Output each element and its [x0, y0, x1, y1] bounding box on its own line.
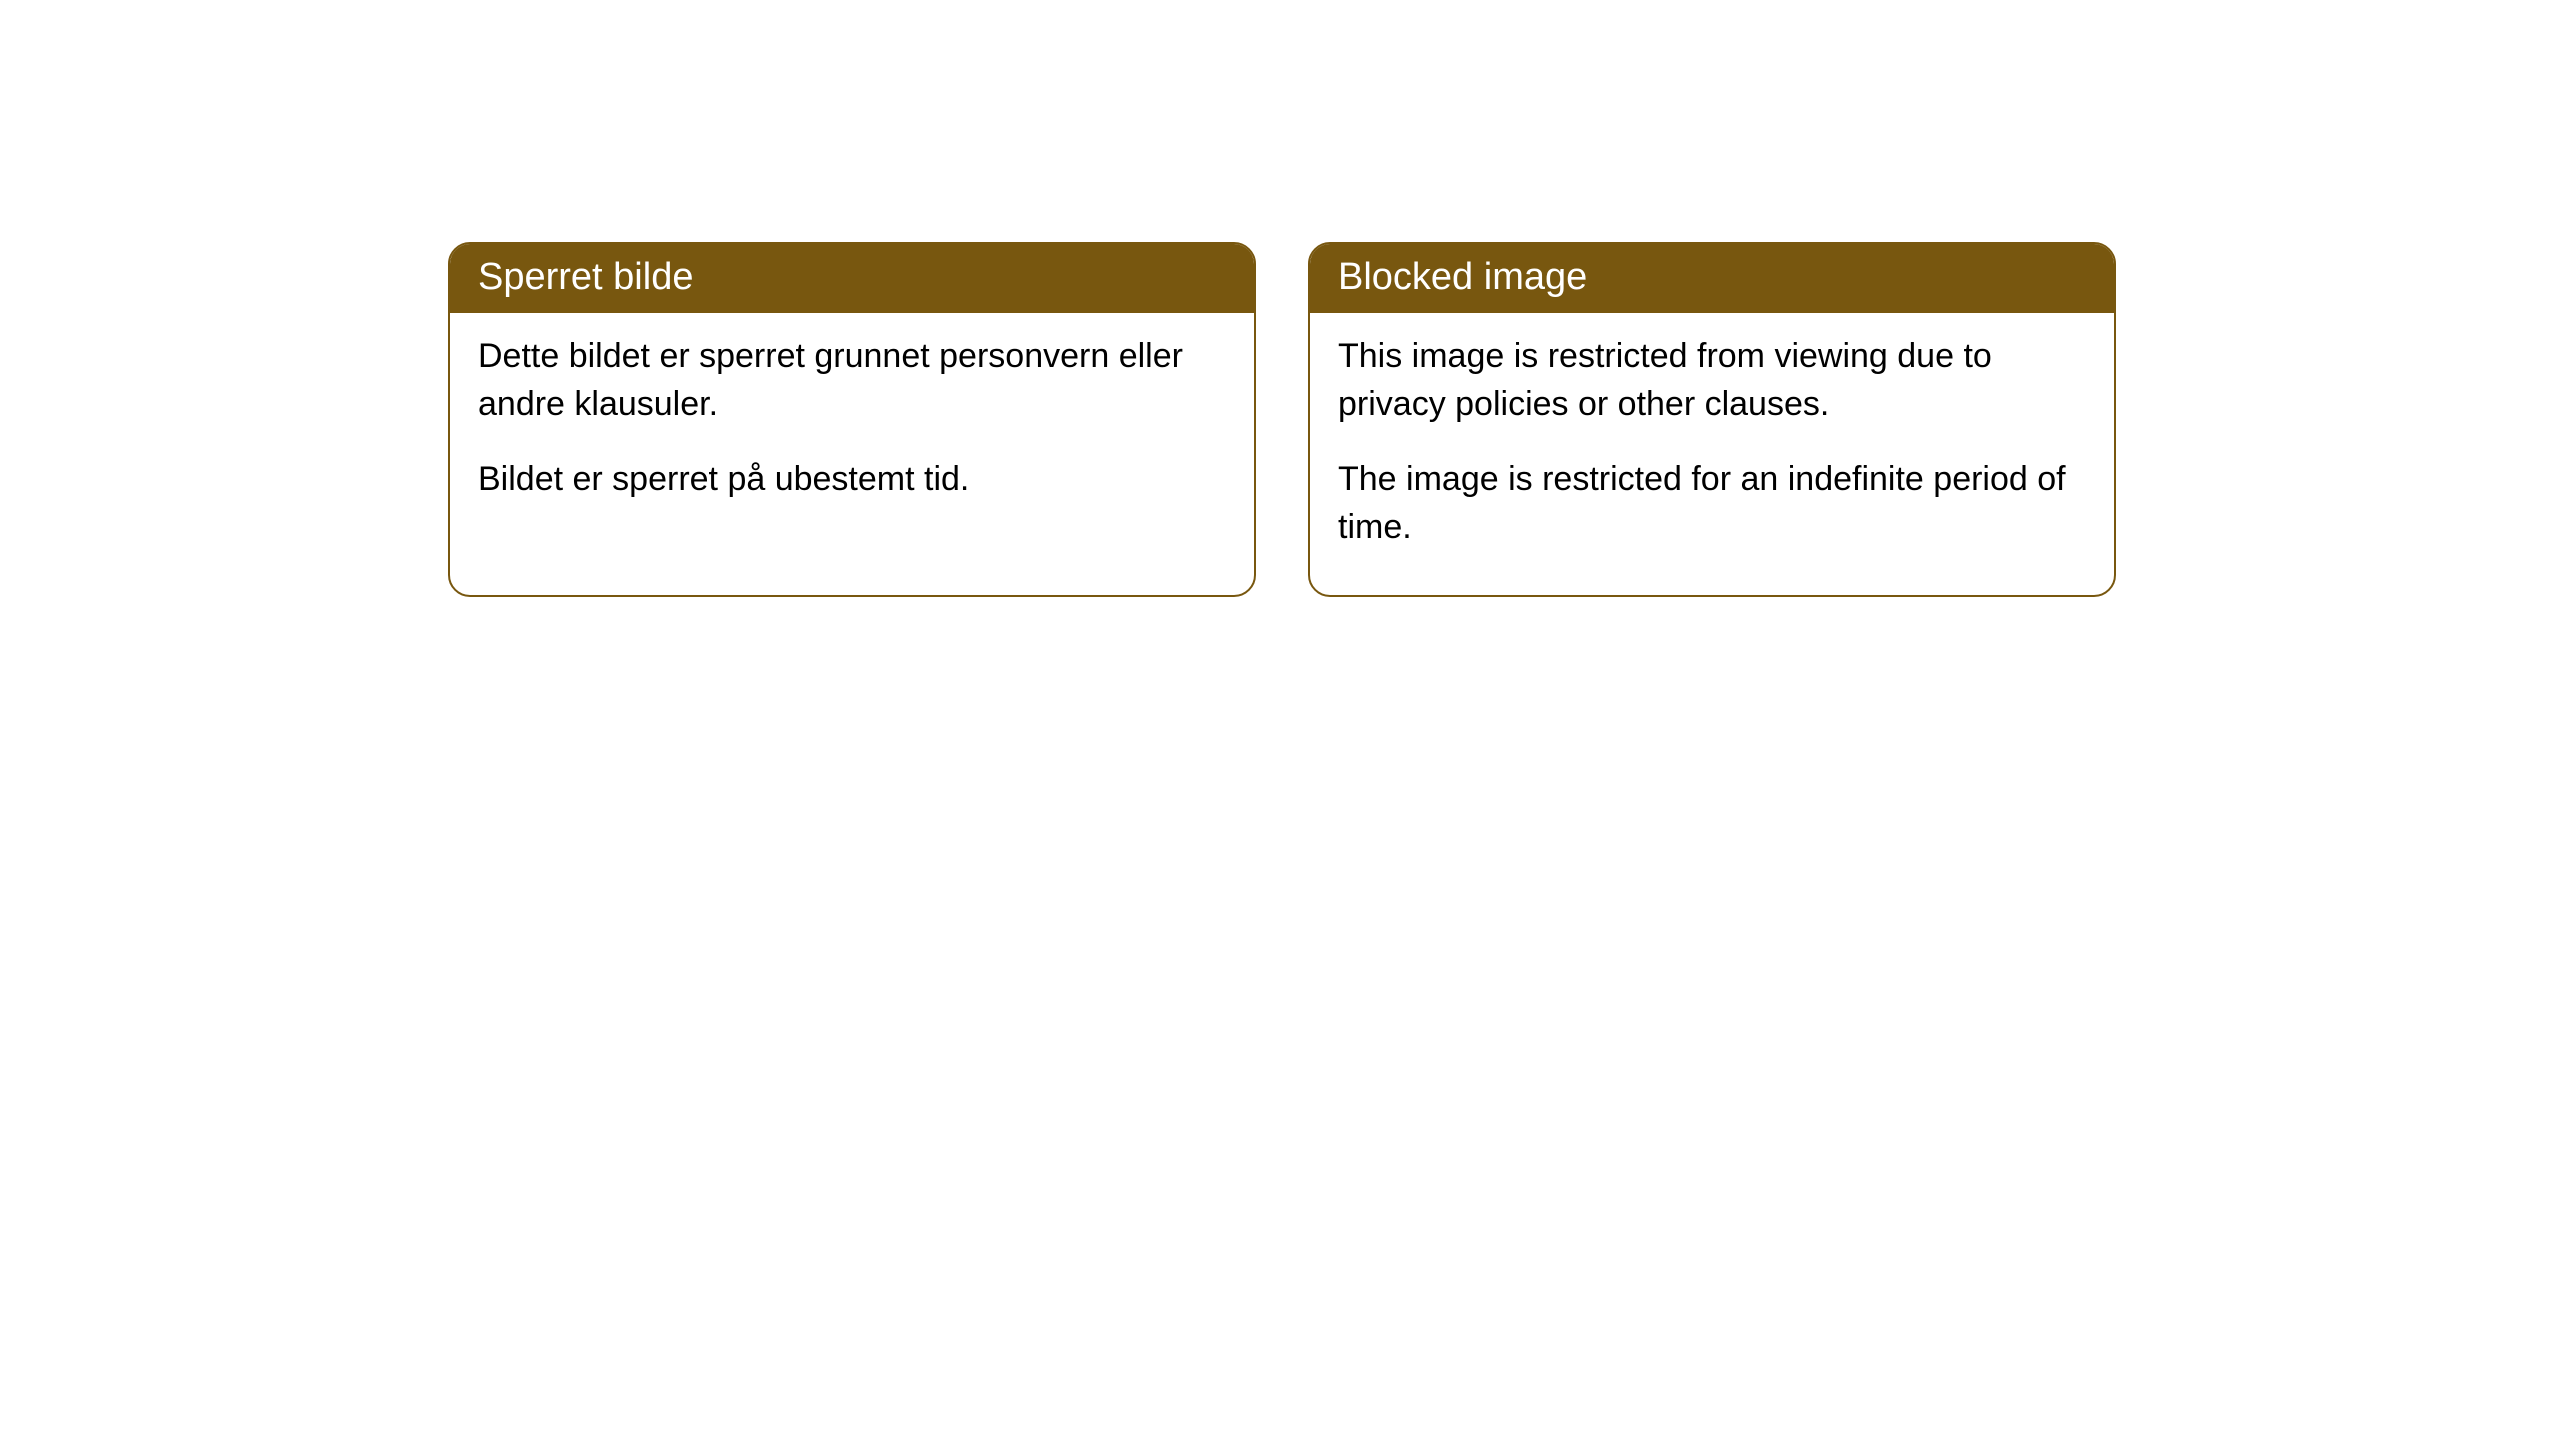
- card-title: Blocked image: [1338, 256, 1587, 298]
- card-body: This image is restricted from viewing du…: [1310, 313, 2114, 595]
- notice-card-english: Blocked image This image is restricted f…: [1308, 242, 2116, 597]
- card-header: Sperret bilde: [450, 244, 1254, 313]
- card-paragraph: This image is restricted from viewing du…: [1338, 333, 2086, 428]
- card-title: Sperret bilde: [478, 256, 693, 298]
- card-paragraph: Bildet er sperret på ubestemt tid.: [478, 456, 1226, 504]
- card-body: Dette bildet er sperret grunnet personve…: [450, 313, 1254, 548]
- card-paragraph: The image is restricted for an indefinit…: [1338, 456, 2086, 551]
- notice-cards-container: Sperret bilde Dette bildet er sperret gr…: [448, 242, 2116, 597]
- card-header: Blocked image: [1310, 244, 2114, 313]
- notice-card-norwegian: Sperret bilde Dette bildet er sperret gr…: [448, 242, 1256, 597]
- card-paragraph: Dette bildet er sperret grunnet personve…: [478, 333, 1226, 428]
